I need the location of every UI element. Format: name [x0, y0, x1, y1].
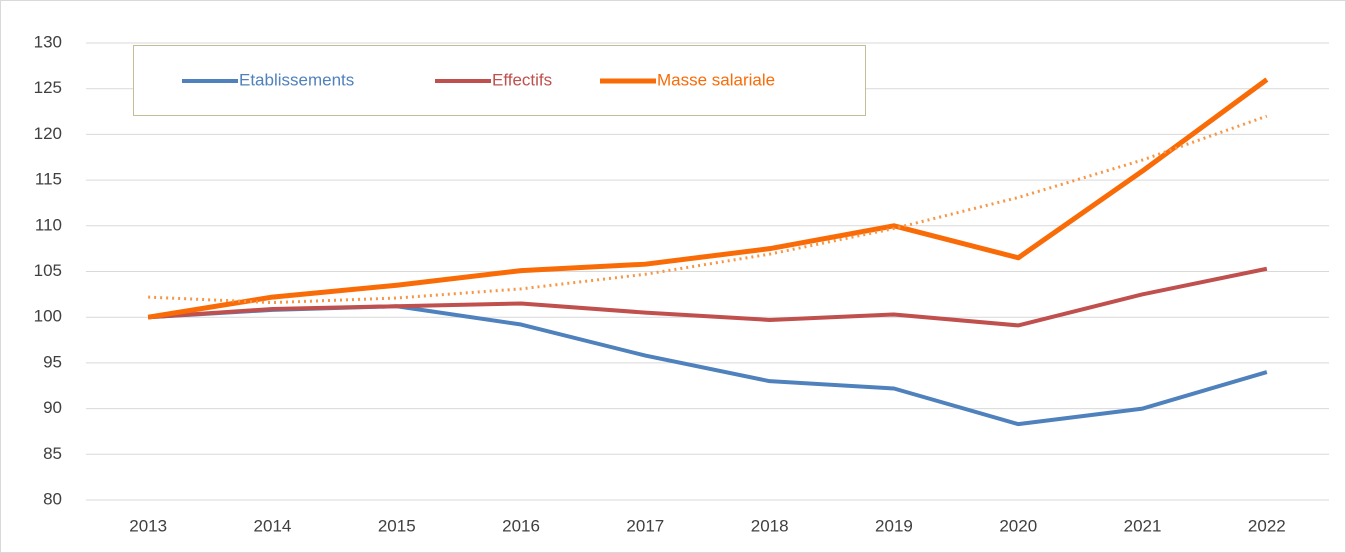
series-line [147, 77, 1269, 320]
y-tick-label: 80 [43, 489, 62, 508]
x-tick-label: 2020 [999, 516, 1037, 535]
y-tick-label: 95 [43, 352, 62, 371]
y-tick-label: 120 [34, 124, 62, 143]
x-tick-label: 2017 [626, 516, 664, 535]
legend-label: Masse salariale [657, 70, 775, 89]
x-tick-label: 2018 [751, 516, 789, 535]
y-tick-label: 115 [35, 170, 62, 189]
legend-label: Etablissements [239, 70, 354, 89]
y-tick-label: 90 [43, 398, 62, 417]
x-tick-label: 2019 [875, 516, 913, 535]
x-tick-label: 2016 [502, 516, 540, 535]
legend-label: Effectifs [492, 70, 552, 89]
y-tick-label: 100 [34, 307, 62, 326]
x-tick-label: 2014 [254, 516, 292, 535]
x-tick-label: 2022 [1248, 516, 1286, 535]
x-tick-label: 2021 [1124, 516, 1162, 535]
legend-box [133, 45, 866, 116]
y-tick-label: 85 [43, 444, 62, 463]
trendline [148, 114, 1268, 305]
y-tick-label: 105 [34, 261, 62, 280]
y-tick-label: 125 [34, 78, 62, 97]
y-tick-label: 110 [35, 215, 62, 234]
x-tick-label: 2015 [378, 516, 416, 535]
series-line [148, 266, 1268, 328]
x-tick-label: 2013 [129, 516, 167, 535]
y-tick-label: 130 [34, 32, 62, 51]
